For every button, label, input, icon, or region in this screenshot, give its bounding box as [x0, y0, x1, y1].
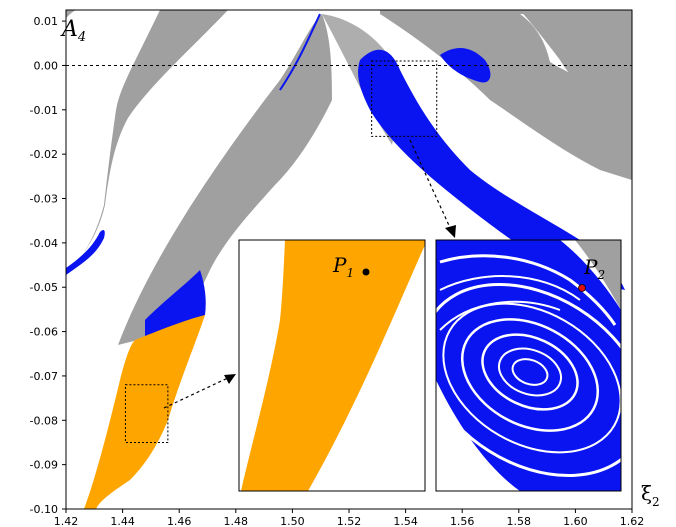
- panel-label-sub: 4: [77, 30, 86, 45]
- point-p2-label-sub: 2: [596, 268, 605, 282]
- y-tick-label: -0.02: [30, 148, 58, 161]
- x-tick-label: 1.48: [224, 515, 249, 527]
- blue-region-fan: [358, 49, 625, 290]
- y-tick-label: -0.05: [30, 281, 58, 294]
- point-p1-label-main: P: [332, 253, 347, 277]
- y-tick-label: -0.09: [30, 459, 58, 472]
- y-tick-label: -0.01: [30, 104, 58, 117]
- point-p1-label: P1: [332, 253, 354, 280]
- x-tick-label: 1.62: [620, 515, 645, 527]
- zoom-box-lower-left: [124, 384, 169, 443]
- gray-region-left: [66, 10, 228, 275]
- x-axis-label-main: ξ: [641, 481, 652, 505]
- blue-region-edge-line: [279, 13, 321, 91]
- connector-arrow-1-head: [224, 374, 236, 384]
- x-tick-label: 1.60: [563, 515, 588, 527]
- x-tick-label: 1.46: [167, 515, 192, 527]
- y-tick-label: -0.07: [30, 370, 58, 383]
- x-tick-label: 1.50: [280, 515, 305, 527]
- point-p2-label: P2: [583, 255, 605, 282]
- point-p1-label-sub: 1: [346, 266, 354, 280]
- x-tick-label: 1.54: [393, 515, 418, 527]
- orange-region: [84, 315, 205, 509]
- inset-2: P2: [435, 239, 622, 492]
- y-axis: 0.01 0.00 -0.01 -0.02 -0.03 -0.04 -0.05 -0.06 -0…: [30, 15, 66, 516]
- inset-2-blue-region: [436, 240, 621, 491]
- connector-arrow-2-head: [445, 225, 456, 238]
- x-tick-label: 1.56: [450, 515, 475, 527]
- y-tick-label: -0.03: [30, 193, 58, 206]
- x-axis-label-sub: 2: [652, 495, 660, 509]
- blue-region-upper-right: [440, 48, 491, 83]
- blue-region-left-edge: [66, 230, 105, 275]
- gray-region-top-right-corner: [520, 10, 632, 125]
- x-tick-label: 1.44: [110, 515, 135, 527]
- y-tick-label: -0.04: [30, 237, 58, 250]
- y-tick-label: -0.06: [30, 326, 58, 339]
- gray-region-top-left-corner: [66, 10, 76, 18]
- inset-1: P1: [238, 239, 426, 492]
- main-plot: [66, 10, 632, 509]
- inset-2-gray-corner: [575, 240, 621, 310]
- point-p2-label-main: P: [583, 255, 598, 279]
- inset-1-frame: [238, 239, 426, 492]
- y-tick-label: -0.08: [30, 414, 58, 427]
- gray-region-upper-right: [380, 10, 632, 180]
- connector-arrow-2: [409, 139, 453, 233]
- inset-1-orange-region: [241, 240, 425, 491]
- x-tick-label: 1.58: [507, 515, 532, 527]
- x-tick-label: 1.42: [54, 515, 79, 527]
- point-p2-marker: [578, 284, 586, 292]
- y-tick-label: 0.00: [34, 59, 59, 72]
- zoom-connectors: [163, 139, 456, 409]
- inset-2-frame: [435, 239, 622, 492]
- x-axis: 1.42 1.44 1.46 1.48 1.50 1.52 1.54 1.56 1.58 1.60…: [54, 509, 645, 527]
- panel-label: A4: [60, 17, 86, 45]
- panel-label-main: A: [60, 17, 78, 42]
- zoom-box-upper-right: [371, 60, 438, 137]
- y-tick-label: 0.01: [34, 15, 59, 28]
- x-axis-label: ξ2: [641, 481, 660, 509]
- x-tick-label: 1.52: [337, 515, 362, 527]
- gray-region-center: [118, 14, 332, 345]
- connector-arrow-1: [163, 375, 233, 409]
- y-tick-label: -0.10: [30, 503, 58, 516]
- inset-2-spiral-bands: [436, 254, 621, 477]
- point-p1-marker: [362, 268, 370, 276]
